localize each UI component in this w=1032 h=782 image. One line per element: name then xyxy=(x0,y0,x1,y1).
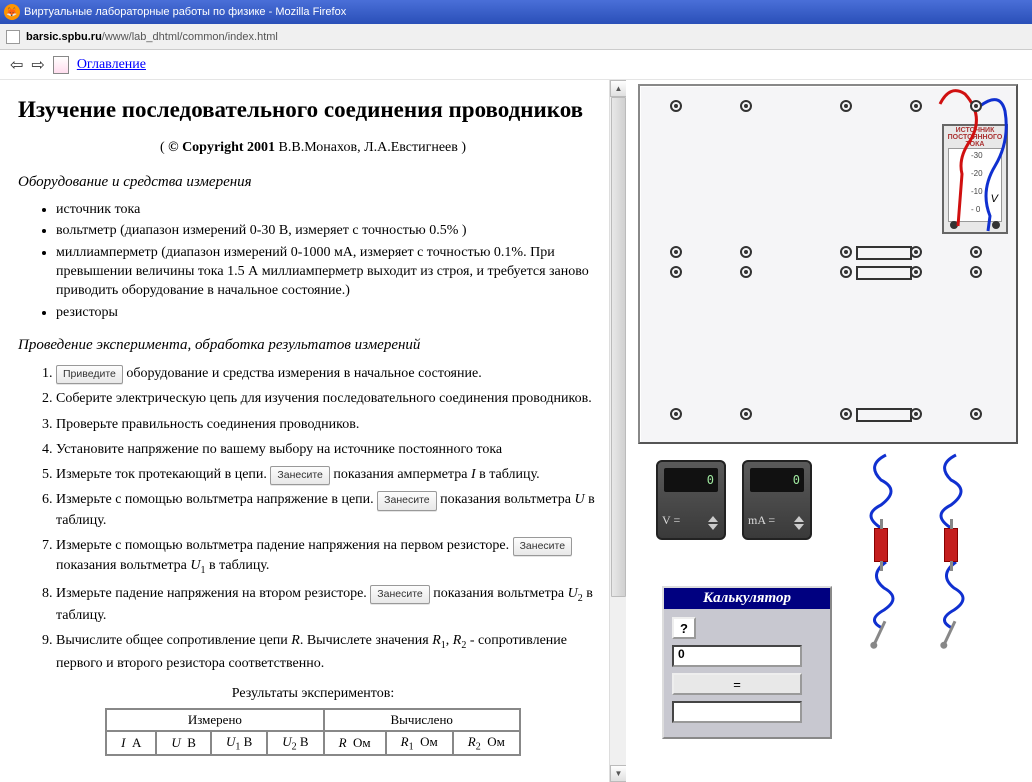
list-item: Приведите оборудование и средства измере… xyxy=(56,364,608,384)
save-button[interactable]: Занесите xyxy=(370,585,429,604)
list-item: миллиамперметр (диапазон измерений 0-100… xyxy=(56,244,608,301)
procedure-heading: Проведение эксперимента, обработка резул… xyxy=(18,337,608,354)
component-slot[interactable] xyxy=(856,408,912,422)
procedure-list: Приведите оборудование и средства измере… xyxy=(56,364,608,674)
save-button[interactable]: Занесите xyxy=(377,491,436,510)
list-item: Измерьте с помощью вольтметра напряжение… xyxy=(56,490,608,531)
document-icon[interactable] xyxy=(53,56,69,74)
scroll-thumb[interactable] xyxy=(611,97,626,597)
back-arrow-icon[interactable]: ⇦ xyxy=(10,55,23,75)
probe[interactable] xyxy=(873,621,887,646)
terminal-pin[interactable] xyxy=(740,246,752,258)
ammeter-label: mA = xyxy=(748,513,775,528)
terminal-pin[interactable] xyxy=(840,266,852,278)
list-item: Измерьте падение напряжения на втором ре… xyxy=(56,584,608,627)
terminal-pin[interactable] xyxy=(670,266,682,278)
equipment-list: источник тока вольтметр (диапазон измере… xyxy=(56,201,608,323)
terminal-pin[interactable] xyxy=(840,100,852,112)
voltmeter-display: 0 xyxy=(664,468,718,492)
terminal-pin[interactable] xyxy=(670,246,682,258)
copyright: ( © Copyright 2001 В.В.Монахов, Л.А.Евст… xyxy=(18,140,608,156)
list-item: Проверьте правильность соединения провод… xyxy=(56,415,608,435)
list-item: вольтметр (диапазон измерений 0-30 В, из… xyxy=(56,222,608,241)
equipment-heading: Оборудование и средства измерения xyxy=(18,174,608,191)
psu-terminal[interactable] xyxy=(950,221,958,229)
component-slot[interactable] xyxy=(856,246,912,260)
list-item: резисторы xyxy=(56,304,608,323)
firefox-icon: 🦊 xyxy=(4,4,20,20)
scroll-up-icon[interactable]: ▲ xyxy=(610,80,626,97)
url-text: barsic.spbu.ru/www/lab_dhtml/common/inde… xyxy=(26,31,278,43)
resistor-1[interactable] xyxy=(874,528,888,562)
terminal-pin[interactable] xyxy=(840,246,852,258)
psu-unit: V xyxy=(991,193,998,205)
scrollbar[interactable]: ▲ ▼ xyxy=(609,80,626,782)
window-titlebar: 🦊 Виртуальные лабораторные работы по физ… xyxy=(0,0,1032,24)
calculator[interactable]: Калькулятор ? 0 = xyxy=(662,586,832,739)
psu-scale[interactable]: -30 -20 -10 - 0 V xyxy=(948,148,1002,222)
terminal-pin[interactable] xyxy=(970,266,982,278)
calculator-title: Калькулятор xyxy=(664,588,830,609)
terminal-pin[interactable] xyxy=(970,100,982,112)
window-title: Виртуальные лабораторные работы по физик… xyxy=(24,6,346,18)
list-item: источник тока xyxy=(56,201,608,220)
terminal-pin[interactable] xyxy=(740,100,752,112)
list-item: Соберите электрическую цепь для изучения… xyxy=(56,389,608,409)
ammeter-spinner[interactable] xyxy=(794,516,806,530)
voltmeter-label: V = xyxy=(662,513,680,528)
circuit-board[interactable]: ИСТОЧНИК ПОСТОЯННОГО ТОКА -30 -20 -10 - … xyxy=(638,84,1018,444)
power-supply[interactable]: ИСТОЧНИК ПОСТОЯННОГО ТОКА -30 -20 -10 - … xyxy=(942,124,1008,234)
save-button[interactable]: Занесите xyxy=(270,466,329,485)
list-item: Установите напряжение по вашему выбору н… xyxy=(56,440,608,460)
reset-button[interactable]: Приведите xyxy=(56,365,123,384)
page-icon xyxy=(6,30,20,44)
toc-link[interactable]: Оглавление xyxy=(77,57,146,73)
address-bar[interactable]: barsic.spbu.ru/www/lab_dhtml/common/inde… xyxy=(0,24,1032,50)
terminal-pin[interactable] xyxy=(970,408,982,420)
terminal-pin[interactable] xyxy=(740,408,752,420)
psu-terminal[interactable] xyxy=(992,221,1000,229)
calc-output xyxy=(672,701,802,723)
probe[interactable] xyxy=(943,621,957,646)
list-item: Измерьте ток протекающий в цепи. Занесит… xyxy=(56,465,608,485)
calc-input[interactable]: 0 xyxy=(672,645,802,667)
voltmeter-spinner[interactable] xyxy=(708,516,720,530)
scroll-down-icon[interactable]: ▼ xyxy=(610,765,626,782)
terminal-pin[interactable] xyxy=(970,246,982,258)
terminal-pin[interactable] xyxy=(670,100,682,112)
nav-toolbar: ⇦ ⇨ Оглавление xyxy=(0,50,1032,80)
voltmeter[interactable]: 0 V = xyxy=(656,460,726,540)
component-slot[interactable] xyxy=(856,266,912,280)
instructions-panel: Изучение последовательного соединения пр… xyxy=(0,80,626,782)
fwd-arrow-icon[interactable]: ⇨ xyxy=(31,55,44,75)
resistor-2[interactable] xyxy=(944,528,958,562)
terminal-pin[interactable] xyxy=(740,266,752,278)
calc-equals-button[interactable]: = xyxy=(672,673,802,695)
results-heading: Результаты экспериментов: xyxy=(18,686,608,702)
calc-help-button[interactable]: ? xyxy=(672,617,696,639)
page-title: Изучение последовательного соединения пр… xyxy=(18,96,608,124)
simulation-panel: ИСТОЧНИК ПОСТОЯННОГО ТОКА -30 -20 -10 - … xyxy=(626,80,1032,782)
ammeter-display: 0 xyxy=(750,468,804,492)
terminal-pin[interactable] xyxy=(840,408,852,420)
psu-label: ИСТОЧНИК ПОСТОЯННОГО ТОКА xyxy=(944,126,1006,149)
terminal-pin[interactable] xyxy=(670,408,682,420)
terminal-pin[interactable] xyxy=(910,100,922,112)
ammeter[interactable]: 0 mA = xyxy=(742,460,812,540)
list-item: Вычислите общее сопротивление цепи R. Вы… xyxy=(56,631,608,674)
save-button[interactable]: Занесите xyxy=(513,537,572,556)
list-item: Измерьте с помощью вольтметра падение на… xyxy=(56,536,608,579)
results-table: ИзмереноВычислено I А U В U1 В U2 В R Ом… xyxy=(105,708,521,757)
